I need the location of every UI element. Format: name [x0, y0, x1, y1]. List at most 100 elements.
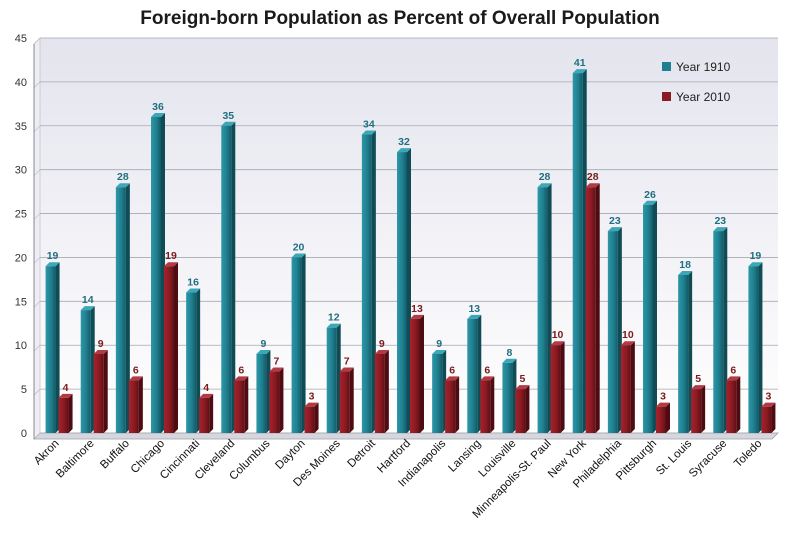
gridline-side [33, 125, 41, 132]
bar-face [269, 371, 280, 433]
y-tick-label: 5 [21, 384, 27, 396]
legend-swatch [662, 92, 671, 101]
bar-top [726, 376, 741, 381]
bar-face [410, 318, 420, 433]
bar-face [45, 266, 56, 433]
bar-1910 [537, 183, 552, 433]
x-tick-label: Dayton [273, 438, 307, 472]
bar-face [656, 406, 666, 433]
bar-top [80, 306, 95, 311]
bar-top [748, 262, 763, 267]
data-label: 9 [379, 338, 385, 350]
bar-top [607, 227, 622, 232]
bar-face [199, 397, 210, 433]
bar-2010 [550, 341, 565, 433]
bar-1910 [467, 314, 482, 433]
bar-1910 [713, 227, 728, 433]
bar-2010 [515, 385, 530, 433]
data-label: 7 [344, 356, 350, 368]
bar-face [151, 117, 161, 433]
gridline-side [33, 432, 41, 440]
data-label: 5 [520, 373, 526, 385]
bar-top [93, 350, 108, 354]
bar-face [726, 380, 737, 433]
gridline-side [33, 257, 41, 264]
bar-2010 [269, 367, 284, 433]
bar-top [45, 262, 60, 267]
bar-face [326, 327, 337, 433]
data-label: 10 [552, 329, 564, 341]
plot-floor [33, 432, 779, 440]
data-label: 4 [203, 382, 209, 394]
bar-top [410, 314, 424, 319]
bar-face [713, 231, 724, 433]
bar-face [304, 406, 315, 433]
data-label: 3 [766, 391, 772, 403]
bar-top [397, 148, 411, 153]
data-label: 19 [165, 250, 177, 262]
bar-1910 [115, 183, 130, 433]
data-label: 28 [587, 171, 599, 183]
bar-2010 [164, 262, 178, 433]
bar-side [384, 350, 389, 433]
bar-side [560, 341, 565, 433]
bar-face [234, 380, 245, 433]
bar-face [537, 187, 548, 433]
data-label: 13 [411, 303, 423, 315]
data-label: 34 [363, 119, 375, 131]
bar-2010 [128, 376, 143, 433]
bar-2010 [620, 341, 635, 433]
bar-side [666, 402, 670, 433]
x-tick-label: Syracuse [687, 438, 729, 480]
x-tick-label: Detroit [346, 437, 379, 470]
bar-face [186, 292, 197, 433]
bar-2010 [199, 393, 214, 433]
bar-top [620, 341, 635, 346]
bar-top [256, 350, 271, 354]
bar-1910 [326, 323, 341, 433]
y-tick-label: 20 [15, 252, 27, 264]
bar-face [291, 257, 302, 433]
bar-1910 [397, 148, 411, 433]
data-label: 8 [507, 347, 513, 359]
bar-top [691, 385, 706, 390]
bar-1910 [291, 253, 306, 433]
bar-2010 [58, 393, 73, 433]
legend-swatch [662, 62, 671, 71]
data-label: 32 [398, 136, 410, 148]
bar-top [515, 385, 530, 390]
bar-side [771, 402, 776, 433]
bar-face [80, 310, 91, 433]
bar-top [643, 200, 657, 205]
bar-2010 [93, 350, 108, 433]
bar-side [349, 367, 354, 433]
bar-top [339, 367, 354, 372]
bar-side [244, 376, 249, 433]
data-label: 6 [449, 364, 455, 376]
bar-top [374, 350, 389, 354]
data-label: 13 [468, 303, 480, 315]
bar-2010 [691, 385, 706, 433]
bar-1910 [186, 288, 201, 433]
y-tick-label: 30 [15, 165, 27, 177]
data-label: 12 [328, 312, 340, 324]
bar-face [374, 354, 385, 433]
bar-face [445, 380, 456, 433]
bar-top [713, 227, 728, 232]
y-tick-label: 40 [15, 77, 27, 89]
bar-top [291, 253, 306, 258]
bar-top [432, 350, 447, 354]
x-tick-label: Akron [32, 438, 62, 468]
data-label: 26 [644, 189, 656, 201]
y-tick-label: 35 [15, 121, 27, 133]
data-label: 20 [293, 241, 305, 253]
bar-side [209, 393, 214, 433]
data-label: 7 [274, 356, 280, 368]
gridline-side [33, 388, 41, 396]
bar-top [151, 113, 165, 117]
bar-side [103, 350, 108, 433]
bar-face [361, 134, 372, 434]
bar-2010 [304, 402, 319, 433]
bar-top [58, 393, 73, 398]
